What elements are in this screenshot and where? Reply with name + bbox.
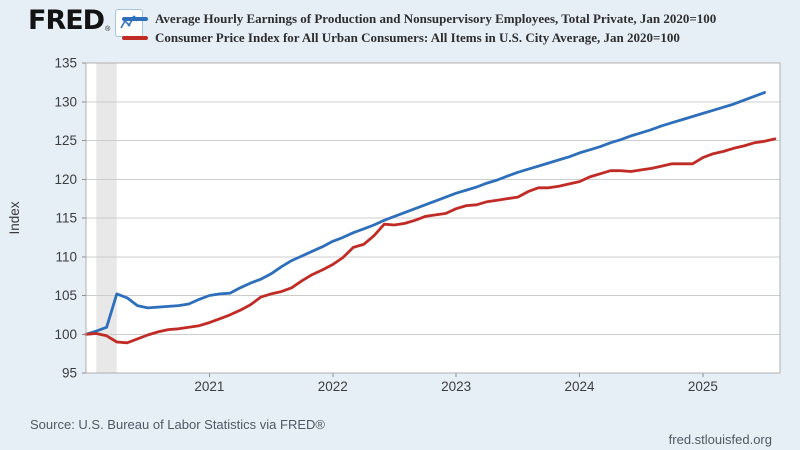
fred-logo-chart-icon [115, 9, 144, 37]
y-axis-label: 120 [54, 172, 77, 187]
y-axis-title: Index [7, 201, 22, 234]
chart-svg: 95 100 105 110 115 120 125 130 135 2021 2022 2023 20… [7, 56, 781, 394]
x-axis-label: 2025 [688, 379, 718, 394]
registered-trademark: ® [105, 26, 111, 33]
average-hourly-earnings-line [84, 91, 766, 336]
y-axis-label: 135 [54, 56, 77, 71]
source-note: Source: U.S. Bureau of Labor Statistics … [30, 417, 325, 432]
chart-legend: Average Hourly Earnings of Production an… [122, 9, 716, 47]
legend-item-cpi: Consumer Price Index for All Urban Consu… [122, 28, 716, 47]
y-axis-label: 130 [54, 94, 77, 109]
y-axis-label: 100 [54, 327, 77, 342]
x-axis-label: 2024 [564, 379, 595, 394]
y-axis-label: 110 [55, 249, 77, 264]
earnings-legend-label: Average Hourly Earnings of Production an… [155, 10, 717, 26]
y-axis-label: 95 [62, 366, 77, 381]
cpi-legend-label: Consumer Price Index for All Urban Consu… [155, 29, 680, 45]
y-axis-label: 125 [54, 133, 77, 148]
plot-border [85, 62, 781, 374]
legend-item-earnings: Average Hourly Earnings of Production an… [122, 9, 716, 28]
earnings-line-swatch [122, 16, 148, 21]
x-axis-label: 2021 [194, 379, 224, 394]
fred-logo[interactable]: FRED ® [28, 5, 144, 37]
y-axis-label: 115 [55, 211, 77, 226]
cpi-line-swatch [122, 35, 148, 40]
consumer-price-index-line [84, 137, 777, 345]
y-axis-label: 105 [54, 288, 77, 303]
x-axis-label: 2023 [441, 379, 471, 394]
fred-logo-text: FRED [28, 5, 105, 36]
x-axis-label: 2022 [318, 379, 348, 394]
fred-site-link[interactable]: fred.stlouisfed.org [668, 432, 772, 447]
